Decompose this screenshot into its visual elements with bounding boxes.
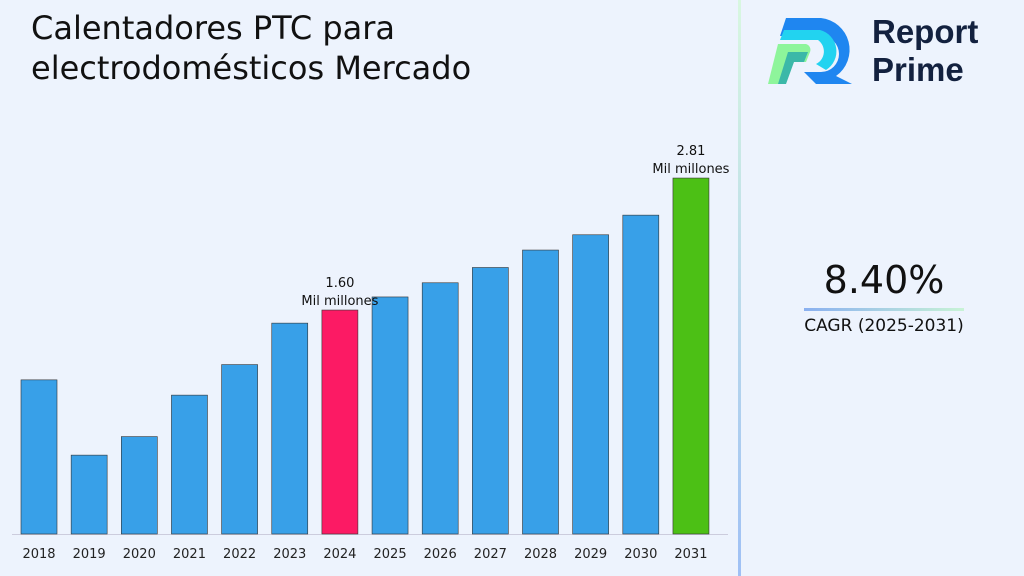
data-label-unit: Mil millones bbox=[301, 294, 378, 309]
logo-mark-icon bbox=[768, 18, 852, 84]
bar-2019 bbox=[70, 454, 108, 535]
bar-2023 bbox=[271, 322, 309, 535]
report-prime-logo: Report Prime bbox=[766, 14, 1006, 89]
bar-chart: 2018 2019 2020 2021 2022 2023 2024 2025 2026 2027… bbox=[12, 144, 730, 562]
x-tick-label: 2019 bbox=[73, 547, 106, 562]
x-tick-label: 2024 bbox=[323, 547, 356, 562]
data-label-value: 2.81 bbox=[676, 144, 705, 159]
cagr-underline bbox=[804, 308, 964, 311]
cagr-value: 8.40% bbox=[823, 258, 945, 302]
bar-2025 bbox=[371, 296, 409, 535]
divider bbox=[738, 0, 741, 576]
logo-text-report: Report bbox=[872, 13, 979, 50]
bar-2026 bbox=[421, 282, 459, 535]
x-tick-label: 2028 bbox=[524, 547, 557, 562]
x-tick-label: 2031 bbox=[674, 547, 707, 562]
x-tick-label: 2026 bbox=[424, 547, 457, 562]
bar-2028 bbox=[522, 249, 559, 535]
bar-2021 bbox=[171, 394, 208, 535]
x-tick-label: 2025 bbox=[374, 547, 407, 562]
data-label-value: 1.60 bbox=[325, 276, 354, 291]
x-tick-label: 2023 bbox=[273, 547, 306, 562]
x-tick-label: 2021 bbox=[173, 547, 206, 562]
logo-text-prime: Prime bbox=[872, 51, 964, 88]
bar-2031 bbox=[672, 177, 710, 535]
chart-title: Calentadores PTC para electrodomésticos … bbox=[31, 9, 472, 87]
bar-2027 bbox=[472, 267, 509, 535]
data-label-unit: Mil millones bbox=[652, 162, 729, 177]
bar-2030 bbox=[622, 214, 660, 535]
x-tick-label: 2027 bbox=[474, 547, 507, 562]
bar-2018 bbox=[20, 379, 58, 535]
x-tick-label: 2018 bbox=[22, 547, 55, 562]
cagr-label: CAGR (2025-2031) bbox=[804, 316, 964, 336]
bar-2020 bbox=[121, 436, 158, 535]
bar-2029 bbox=[572, 234, 609, 535]
x-tick-label: 2020 bbox=[123, 547, 156, 562]
bar-2024 bbox=[321, 309, 359, 535]
x-tick-label: 2029 bbox=[574, 547, 607, 562]
x-tick-label: 2022 bbox=[223, 547, 256, 562]
bar-2022 bbox=[221, 364, 258, 535]
x-tick-label: 2030 bbox=[624, 547, 657, 562]
